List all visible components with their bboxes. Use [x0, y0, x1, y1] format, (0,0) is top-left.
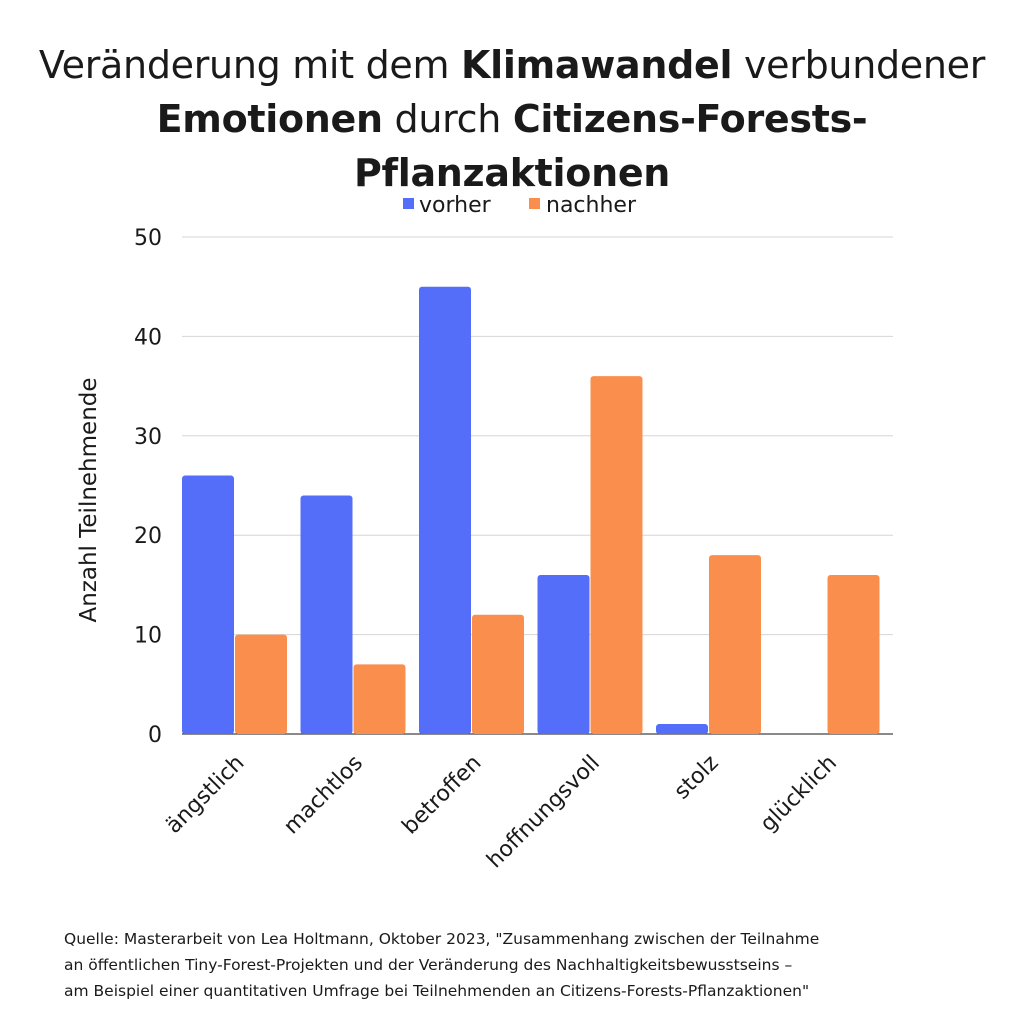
- bar-nachher-2: [472, 615, 524, 734]
- bar-vorher-3: [538, 575, 590, 734]
- bar-vorher-0: [182, 476, 234, 734]
- y-tick-label: 20: [134, 524, 162, 549]
- y-tick-label: 30: [134, 425, 162, 450]
- x-tick-label: machtlos: [279, 751, 368, 840]
- y-tick-label: 0: [148, 723, 162, 748]
- bars: [182, 287, 880, 734]
- x-tick-label: glücklich: [756, 751, 842, 837]
- bar-nachher-3: [591, 376, 643, 734]
- bar-nachher-1: [354, 664, 406, 734]
- legend: vorher nachher: [403, 193, 637, 218]
- y-tick-label: 50: [134, 226, 162, 251]
- legend-label-vorher: vorher: [419, 193, 492, 218]
- x-tick-label: hoffnungsvoll: [482, 751, 605, 874]
- bar-nachher-4: [709, 555, 761, 734]
- source-line-1: Quelle: Masterarbeit von Lea Holtmann, O…: [64, 926, 984, 952]
- y-axis-label: Anzahl Teilnehmende: [76, 377, 102, 622]
- x-tick-label: betroffen: [398, 751, 487, 840]
- legend-swatch-vorher: [403, 198, 414, 209]
- bar-vorher-1: [301, 495, 353, 734]
- source-line-2: an öffentlichen Tiny-Forest-Projekten un…: [64, 952, 984, 978]
- source-note: Quelle: Masterarbeit von Lea Holtmann, O…: [64, 926, 984, 1004]
- legend-label-nachher: nachher: [546, 193, 637, 218]
- x-tick-label: ängstlich: [161, 751, 249, 839]
- bar-vorher-2: [419, 287, 471, 734]
- bar-chart: vorher nachher 0 10 20 30 40 50 ängstlich macht…: [0, 0, 1024, 910]
- source-line-3: am Beispiel einer quantitativen Umfrage …: [64, 978, 984, 1004]
- bar-nachher-5: [828, 575, 880, 734]
- bar-vorher-4: [656, 724, 708, 734]
- y-tick-label: 40: [134, 325, 162, 350]
- y-tick-label: 10: [134, 624, 162, 649]
- legend-swatch-nachher: [529, 198, 540, 209]
- x-tick-label: stolz: [670, 751, 724, 805]
- bar-nachher-0: [235, 635, 287, 734]
- y-axis-ticks: 0 10 20 30 40 50: [134, 226, 162, 748]
